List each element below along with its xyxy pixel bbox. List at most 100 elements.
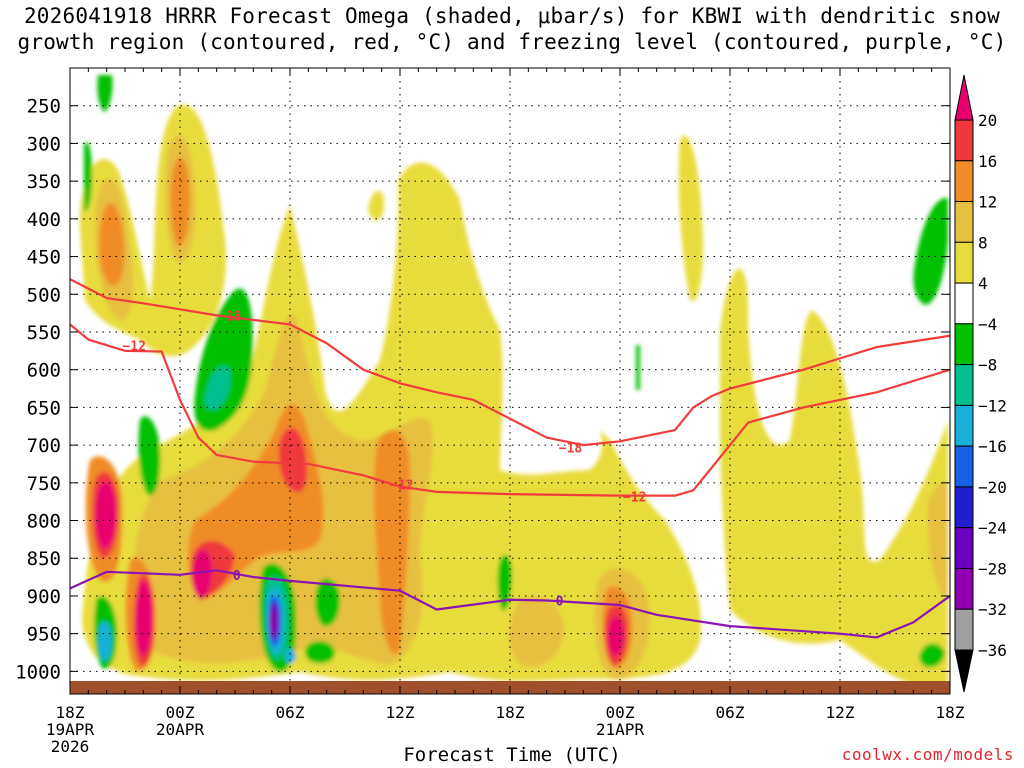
omega-region-orange-top (170, 157, 190, 246)
colorbar-swatch-8 (954, 404, 974, 447)
colorbar-swatch-13 (954, 608, 974, 651)
omega-region-ltorange-lowright (508, 596, 565, 667)
colorbar-label-7: −12 (978, 396, 1007, 415)
omega-region-blue-lowleft (97, 621, 112, 662)
y-tick-label-300: 300 (27, 133, 61, 155)
y-tick-label-650: 650 (27, 397, 61, 419)
x-tick-label-30-1: 21APR (596, 720, 645, 739)
contour-lines: −12 −12 −12 −18 −18 0 0 (69, 278, 951, 639)
colorbar-swatch-2 (954, 160, 974, 203)
colorbar-label-3: 8 (978, 233, 988, 252)
x-tick-label-6-1: 20APR (156, 720, 205, 739)
colorbar-swatch-9 (954, 445, 974, 488)
omega-shading (79, 75, 948, 690)
y-tick-label-700: 700 (27, 435, 61, 457)
omega-region-green-06z-low (304, 640, 335, 664)
x-tick-label-42-0: 12Z (826, 703, 855, 722)
x-tick-label-24-0: 18Z (496, 703, 525, 722)
omega-region-yellow-right (720, 268, 948, 690)
chart-title-line-2: growth region (contoured, red, °C) and f… (17, 30, 1007, 54)
omega-region-green-18z (497, 555, 512, 611)
contour-line-2 (69, 569, 951, 639)
colorbar-swatch-bottom-arrow (954, 649, 974, 693)
colorbar-label-4: 4 (978, 274, 988, 293)
omega-region-ltorange-right-edge (927, 481, 948, 600)
x-tick-label-0-0: 18Z (56, 703, 85, 722)
contour-line-1 (69, 278, 951, 447)
y-tick-label-850: 850 (27, 548, 61, 570)
colorbar-swatch-4 (954, 241, 974, 284)
credit-link[interactable]: coolwx.com/models (841, 745, 1014, 764)
contour-label-1-0: −18 (218, 309, 242, 324)
colorbar-label-5: −4 (978, 315, 997, 334)
gridlines (70, 68, 950, 694)
omega-region-green-21apr-sliver (636, 345, 640, 390)
colorbar-swatch-5 (954, 282, 974, 325)
contour-label-2-1: 0 (556, 594, 564, 609)
colorbar-swatch-12 (954, 567, 974, 610)
colorbar-label-10: −24 (978, 519, 1007, 538)
contour-label-1-1: −18 (559, 441, 583, 456)
colorbar-label-13: −36 (978, 641, 1007, 660)
colorbar-swatch-11 (954, 527, 974, 569)
x-tick-label-48-0: 18Z (936, 703, 965, 722)
colorbar-swatch-10 (954, 486, 974, 529)
y-tick-label-900: 900 (27, 586, 61, 608)
contour-label-2-0: 0 (233, 569, 241, 584)
omega-region-green-left-upper (84, 141, 92, 211)
contour-label-0-0: −12 (122, 340, 145, 355)
omega-region-magenta-21apr (607, 616, 624, 656)
colorbar-label-8: −16 (978, 437, 1007, 456)
colorbar: 20 16 12 8 4 −4 −8 −12 −16 −20 −24 −28 −32 −36 (954, 74, 1007, 693)
x-tick-label-12-0: 06Z (276, 703, 305, 722)
y-tick-label-750: 750 (27, 473, 61, 495)
omega-region-magenta-3 (192, 550, 212, 598)
omega-region-green-right-top (913, 197, 948, 305)
omega-region-violet-06z (270, 609, 277, 635)
y-tick-label-350: 350 (27, 171, 61, 193)
y-tick-label-400: 400 (27, 209, 61, 231)
omega-region-teal-upper (204, 366, 231, 410)
omega-region-blue-06z-low (285, 648, 296, 664)
contour-label-0-2: −12 (623, 490, 646, 505)
x-tick-label-18-0: 12Z (386, 703, 415, 722)
colorbar-label-1: 16 (978, 152, 997, 171)
omega-region-red-center (278, 427, 307, 493)
y-tick-label-500: 500 (27, 284, 61, 306)
omega-region-magenta-2 (135, 581, 152, 656)
omega-region-orange-left (99, 202, 125, 286)
y-tick-label-950: 950 (27, 624, 61, 646)
colorbar-label-11: −28 (978, 559, 1007, 578)
colorbar-label-2: 12 (978, 193, 997, 212)
omega-region-green-right-low (919, 643, 945, 668)
x-tick-label-30-0: 00Z (606, 703, 635, 722)
colorbar-label-12: −32 (978, 600, 1007, 619)
chart-title-line-1: 2026041918 HRRR Forecast Omega (shaded, … (23, 4, 1001, 28)
omega-region-green-midleft (138, 416, 161, 496)
colorbar-swatch-7 (954, 364, 974, 406)
contour-line-0 (69, 323, 951, 497)
colorbar-label-0: 20 (978, 111, 997, 130)
y-axis: 250 300 350 400 450 500 550 600 650 700 750 800 850 9… (15, 96, 950, 683)
omega-region-green-top (97, 75, 113, 112)
x-tick-label-0-2: 2026 (51, 737, 90, 756)
omega-region-yellow-small (368, 190, 385, 221)
colorbar-label-9: −20 (978, 478, 1007, 497)
colorbar-swatch-top-arrow (954, 74, 974, 121)
omega-region-green-06z-right (314, 578, 340, 627)
x-axis-label: Forecast Time (UTC) (403, 744, 621, 766)
x-tick-label-36-0: 06Z (716, 703, 745, 722)
colorbar-label-6: −8 (978, 356, 997, 375)
colorbar-swatch-6 (954, 323, 974, 366)
colorbar-swatch-3 (954, 201, 974, 243)
y-tick-label-550: 550 (27, 322, 61, 344)
y-tick-label-250: 250 (27, 96, 61, 118)
x-tick-label-0-1: 19APR (46, 720, 95, 739)
colorbar-swatch-1 (954, 119, 974, 162)
omega-region-magenta-1 (95, 481, 117, 549)
y-tick-label-450: 450 (27, 247, 61, 269)
contour-label-0-1: −12 (390, 478, 413, 493)
y-tick-label-600: 600 (27, 360, 61, 382)
